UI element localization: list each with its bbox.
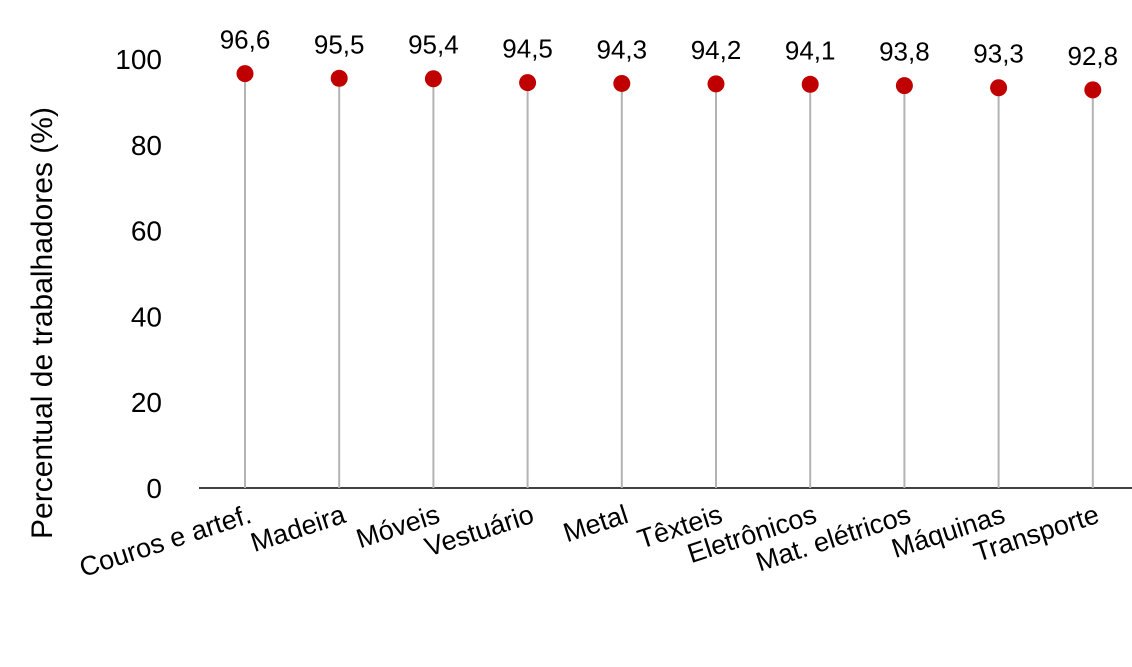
y-tick-label: 80 xyxy=(131,130,162,161)
data-point xyxy=(331,70,348,87)
data-point xyxy=(896,77,913,94)
points xyxy=(237,65,1102,98)
y-tick-label: 20 xyxy=(131,387,162,418)
data-label: 94,2 xyxy=(691,35,742,65)
value-labels: 96,6 95,5 95,4 94,5 94,3 94,2 94,1 93,8 93,3 92,8 xyxy=(220,25,1118,71)
data-label: 95,5 xyxy=(314,29,365,59)
data-point xyxy=(802,76,819,93)
stems xyxy=(245,74,1093,488)
category-label: Couros e artef. xyxy=(76,499,255,583)
y-tick-label: 100 xyxy=(115,44,162,75)
data-label: 93,3 xyxy=(973,39,1024,69)
y-tick-label: 0 xyxy=(146,473,162,504)
data-label: 94,3 xyxy=(596,34,647,64)
category-label: Madeira xyxy=(247,499,350,558)
category-label: Metal xyxy=(560,499,632,548)
data-label: 92,8 xyxy=(1067,41,1118,71)
y-tick-label: 60 xyxy=(131,216,162,247)
data-label: 94,5 xyxy=(502,34,553,64)
category-label: Vestuário xyxy=(421,499,537,562)
data-label: 94,1 xyxy=(785,35,836,65)
y-axis-title: Percentual de trabalhadores (%) xyxy=(26,107,59,539)
data-point xyxy=(708,75,725,92)
data-label: 93,8 xyxy=(879,37,930,67)
data-label: 96,6 xyxy=(220,25,271,55)
y-axis-ticks: 0 20 40 60 80 100 xyxy=(115,44,162,504)
data-point xyxy=(613,75,630,92)
data-label: 95,4 xyxy=(408,30,459,60)
data-point xyxy=(237,65,254,82)
data-point xyxy=(519,74,536,91)
data-point xyxy=(1084,81,1101,98)
data-point xyxy=(425,70,442,87)
data-point xyxy=(990,79,1007,96)
y-tick-label: 40 xyxy=(131,301,162,332)
